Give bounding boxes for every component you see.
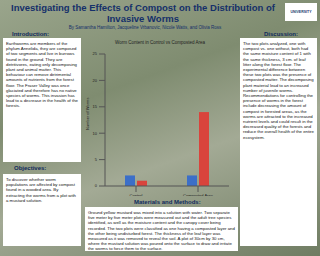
html-text:Worm Content in Control vs Com: Worm Content in Control vs Composted Are… xyxy=(115,40,205,45)
html-text:To discover whether worm popul: To discover whether worm populations are… xyxy=(6,177,76,203)
html-text:Discussion:: Discussion: xyxy=(264,31,298,37)
html-text:Objectives:: Objectives: xyxy=(14,165,47,171)
html-text:Number of Worms: Number of Worms xyxy=(85,97,90,130)
svg-text:0: 0 xyxy=(95,183,98,188)
html-text:Introduction:: Introduction: xyxy=(12,31,49,37)
svg-text:Composted Area: Composted Area xyxy=(183,193,214,196)
html-text:Earthworms are members of the: Earthworms are members of the phylum Ann… xyxy=(6,41,78,109)
html-text:By Samantha Hamilton, Jacqueli: By Samantha Hamilton, Jacqueline Vrbanov… xyxy=(68,25,222,30)
svg-text:10: 10 xyxy=(93,131,98,136)
svg-text:5: 5 xyxy=(95,157,98,162)
html-text:Ground yellow mustard was mixe: Ground yellow mustard was mixed into a s… xyxy=(88,210,235,252)
svg-text:25: 25 xyxy=(93,51,98,56)
html-text:The two plots analyzed, one wi: The two plots analyzed, one with compost… xyxy=(243,41,314,140)
svg-text:15: 15 xyxy=(93,104,98,109)
html-text:Materials and Methods:: Materials and Methods: xyxy=(134,199,201,205)
svg-text:Control: Control xyxy=(130,193,143,196)
html-text:UNIVERSITY: UNIVERSITY xyxy=(290,10,312,14)
svg-text:20: 20 xyxy=(93,78,98,83)
html-text:Investigating the Effects of C: Investigating the Effects of Compost on … xyxy=(11,2,275,24)
